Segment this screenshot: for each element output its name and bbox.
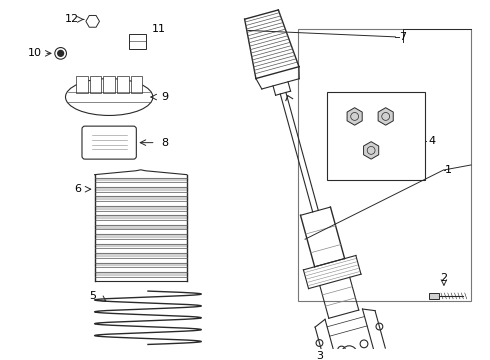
Bar: [327, 92, 424, 180]
Polygon shape: [86, 15, 99, 27]
Bar: [90, 76, 101, 93]
Text: 9: 9: [161, 92, 168, 102]
Bar: [128, 34, 146, 49]
Text: 2: 2: [441, 273, 447, 283]
Bar: [117, 76, 128, 93]
Text: 5: 5: [89, 291, 96, 301]
Text: 3: 3: [317, 351, 323, 360]
Text: 10: 10: [27, 48, 42, 58]
Bar: [130, 76, 142, 93]
Text: 8: 8: [161, 138, 168, 148]
Polygon shape: [347, 108, 362, 125]
FancyBboxPatch shape: [82, 126, 136, 159]
Ellipse shape: [66, 78, 153, 116]
Polygon shape: [378, 108, 393, 125]
Text: 12: 12: [65, 14, 79, 24]
Text: 7: 7: [399, 32, 407, 42]
Text: 6: 6: [74, 184, 82, 194]
Bar: [103, 76, 115, 93]
Bar: [76, 76, 88, 93]
Bar: [298, 29, 471, 301]
Circle shape: [58, 50, 64, 56]
Text: 4: 4: [429, 136, 436, 146]
Text: 11: 11: [151, 24, 166, 34]
Text: 1: 1: [445, 165, 452, 175]
Circle shape: [345, 350, 353, 357]
Polygon shape: [364, 142, 379, 159]
Bar: [429, 293, 439, 299]
